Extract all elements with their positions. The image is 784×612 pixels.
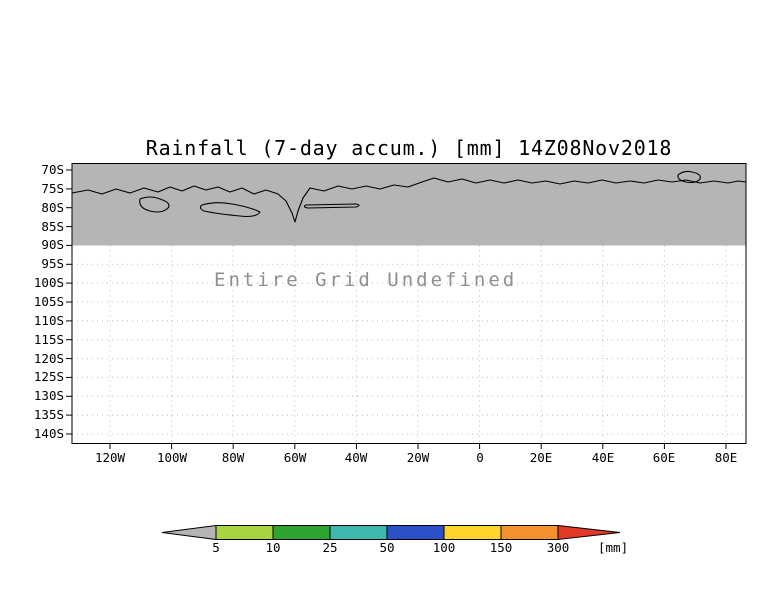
colorbar-segment (272, 525, 331, 540)
colorbar-left-arrow (161, 524, 217, 541)
island-outline (139, 196, 170, 213)
x-axis-label: 40W (344, 450, 368, 465)
y-axis-label: 100S (33, 275, 64, 290)
undefined-grid-message: Entire Grid Undefined (214, 269, 518, 291)
y-axis-label: 140S (33, 426, 64, 441)
y-axis-label: 120S (33, 351, 64, 366)
y-axis-label: 115S (33, 332, 64, 347)
y-axis-label: 70S (41, 162, 64, 177)
colorbar-label: 25 (322, 540, 338, 555)
colorbar-label: 100 (432, 540, 456, 555)
y-axis-label: 75S (41, 181, 64, 196)
x-axis-label: 80E (714, 450, 738, 465)
y-axis-label: 135S (33, 407, 64, 422)
y-axis-label: 95S (41, 256, 64, 271)
island-outline (677, 170, 701, 184)
x-axis-label: 60W (283, 450, 307, 465)
x-axis-label: 0 (476, 450, 484, 465)
colorbar-segment (443, 525, 502, 540)
plot-border (71, 163, 747, 444)
y-axis-label: 80S (41, 200, 64, 215)
colorbar-right-arrow (557, 524, 621, 541)
x-axis-label: 40E (591, 450, 615, 465)
colorbar-label: 10 (265, 540, 281, 555)
x-axis-label: 100W (156, 450, 188, 465)
x-axis-label: 20E (529, 450, 553, 465)
y-axis-label: 85S (41, 219, 64, 234)
island-outline (199, 202, 261, 218)
colorbar-label: 5 (212, 540, 220, 555)
colorbar (161, 524, 621, 541)
island-outline (303, 203, 360, 209)
axis-ticks (66, 169, 727, 449)
y-axis-label: 105S (33, 294, 64, 309)
land-shaded-region (72, 163, 746, 246)
x-axis-label: 120W (94, 450, 126, 465)
y-axis-label: 90S (41, 237, 64, 252)
colorbar-label: 50 (379, 540, 395, 555)
y-axis-label: 130S (33, 388, 64, 403)
colorbar-segment (329, 525, 388, 540)
colorbar-segment (215, 525, 274, 540)
colorbar-unit-label: [mm] (598, 540, 629, 555)
x-axis-label: 20W (406, 450, 430, 465)
x-axis-label: 80W (221, 450, 245, 465)
x-axis-label: 60E (652, 450, 676, 465)
y-axis-label: 125S (33, 369, 64, 384)
map-plot-area (66, 163, 747, 449)
colorbar-label: 300 (546, 540, 570, 555)
colorbar-segment (500, 525, 559, 540)
colorbar-label: 150 (489, 540, 513, 555)
colorbar-segment (386, 525, 445, 540)
coastline (71, 170, 747, 223)
y-axis-label: 110S (33, 313, 64, 328)
plot-title: Rainfall (7-day accum.) [mm] 14Z08Nov201… (145, 136, 673, 160)
